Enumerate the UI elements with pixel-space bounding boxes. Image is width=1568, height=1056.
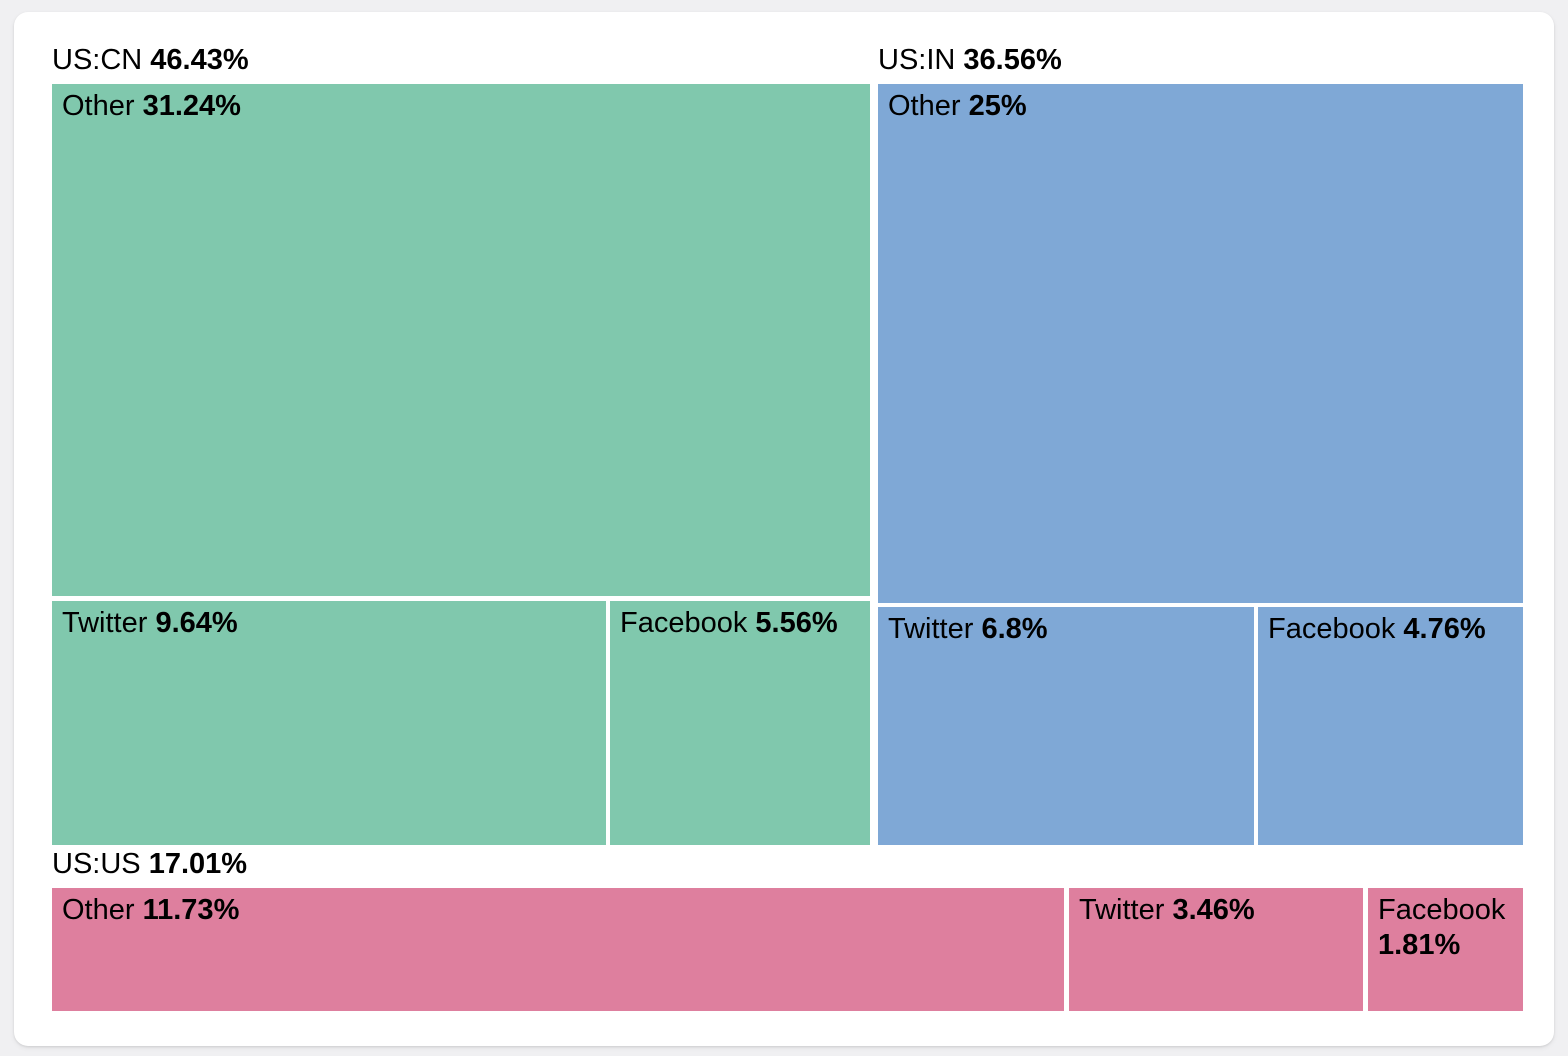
treemap-group-us-in: US:IN 36.56% Other 25% Twitter 6.8% Face… bbox=[878, 44, 1523, 845]
cell-name: Twitter bbox=[888, 613, 974, 645]
treemap-group-us-cn: US:CN 46.43% Other 31.24% Twitter 9.64% … bbox=[52, 44, 870, 845]
group-percent: 46.43% bbox=[150, 44, 249, 76]
cell-percent: 31.24% bbox=[142, 90, 241, 122]
group-percent: 17.01% bbox=[148, 848, 248, 880]
cell-name: Twitter bbox=[62, 607, 148, 639]
cell-name: Facebook bbox=[620, 607, 748, 639]
cell-percent: 11.73% bbox=[142, 894, 240, 926]
cell-name: Facebook bbox=[1268, 613, 1396, 645]
cell-percent: 5.56% bbox=[755, 607, 838, 639]
treemap-card: US:CN 46.43% Other 31.24% Twitter 9.64% … bbox=[14, 12, 1554, 1046]
group-name: US:IN bbox=[878, 44, 956, 76]
treemap-cell-us-in-facebook[interactable]: Facebook 4.76% bbox=[1258, 607, 1523, 845]
treemap-cell-us-us-other[interactable]: Other 11.73% bbox=[52, 888, 1064, 1011]
cell-name: Twitter bbox=[1079, 894, 1165, 926]
cell-name: Facebook bbox=[1378, 894, 1506, 926]
cell-name: Other bbox=[62, 90, 135, 122]
treemap-cell-us-cn-other[interactable]: Other 31.24% bbox=[52, 84, 870, 596]
treemap-group-us-us: US:US 17.01% Other 11.73% Twitter 3.46% … bbox=[52, 848, 1523, 1011]
cell-percent: 3.46% bbox=[1172, 894, 1255, 926]
group-label-us-in: US:IN 36.56% bbox=[878, 44, 1062, 84]
cell-percent: 25% bbox=[968, 90, 1027, 122]
group-percent: 36.56% bbox=[963, 44, 1062, 76]
group-name: US:CN bbox=[52, 44, 143, 76]
cell-name: Other bbox=[888, 90, 961, 122]
cell-percent: 9.64% bbox=[155, 607, 238, 639]
treemap-cell-us-us-facebook[interactable]: Facebook 1.81% bbox=[1368, 888, 1523, 1011]
treemap-cell-us-us-twitter[interactable]: Twitter 3.46% bbox=[1069, 888, 1363, 1011]
group-name: US:US bbox=[52, 848, 141, 880]
treemap-cell-us-in-twitter[interactable]: Twitter 6.8% bbox=[878, 607, 1254, 845]
cell-name: Other bbox=[62, 894, 135, 926]
treemap-cell-us-cn-facebook[interactable]: Facebook 5.56% bbox=[610, 601, 870, 845]
cell-percent: 1.81% bbox=[1378, 929, 1461, 961]
treemap-cell-us-in-other[interactable]: Other 25% bbox=[878, 84, 1523, 603]
group-label-us-cn: US:CN 46.43% bbox=[52, 44, 249, 84]
cell-percent: 4.76% bbox=[1403, 613, 1486, 645]
treemap-cell-us-cn-twitter[interactable]: Twitter 9.64% bbox=[52, 601, 606, 845]
group-label-us-us: US:US 17.01% bbox=[52, 848, 247, 888]
cell-percent: 6.8% bbox=[981, 613, 1048, 645]
